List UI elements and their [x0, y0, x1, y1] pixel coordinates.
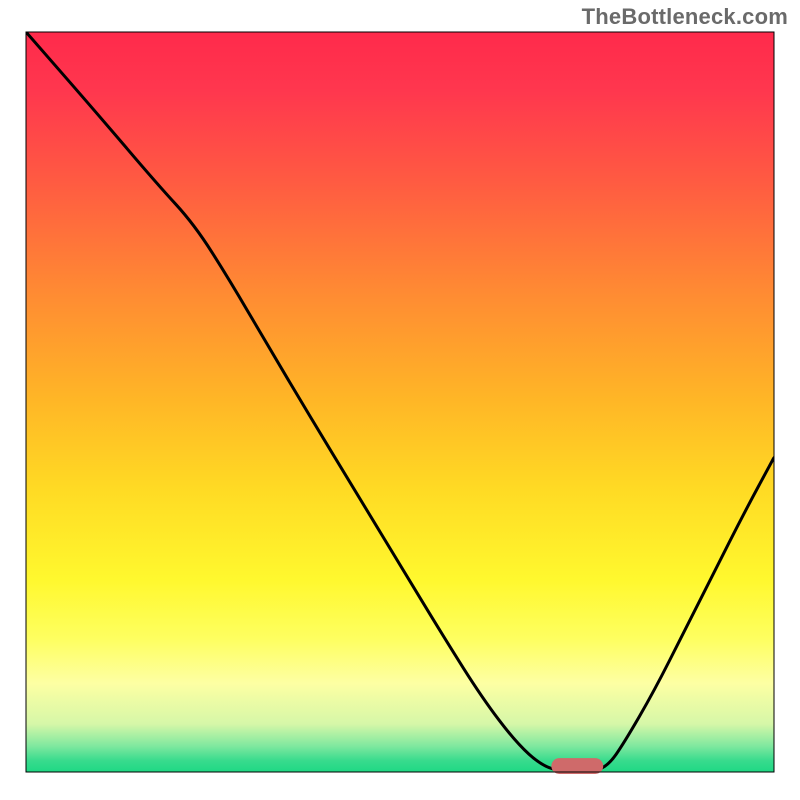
bottleneck-chart — [0, 0, 800, 800]
gradient-background — [26, 32, 774, 772]
optimum-marker — [552, 759, 603, 774]
watermark-text: TheBottleneck.com — [582, 4, 788, 30]
